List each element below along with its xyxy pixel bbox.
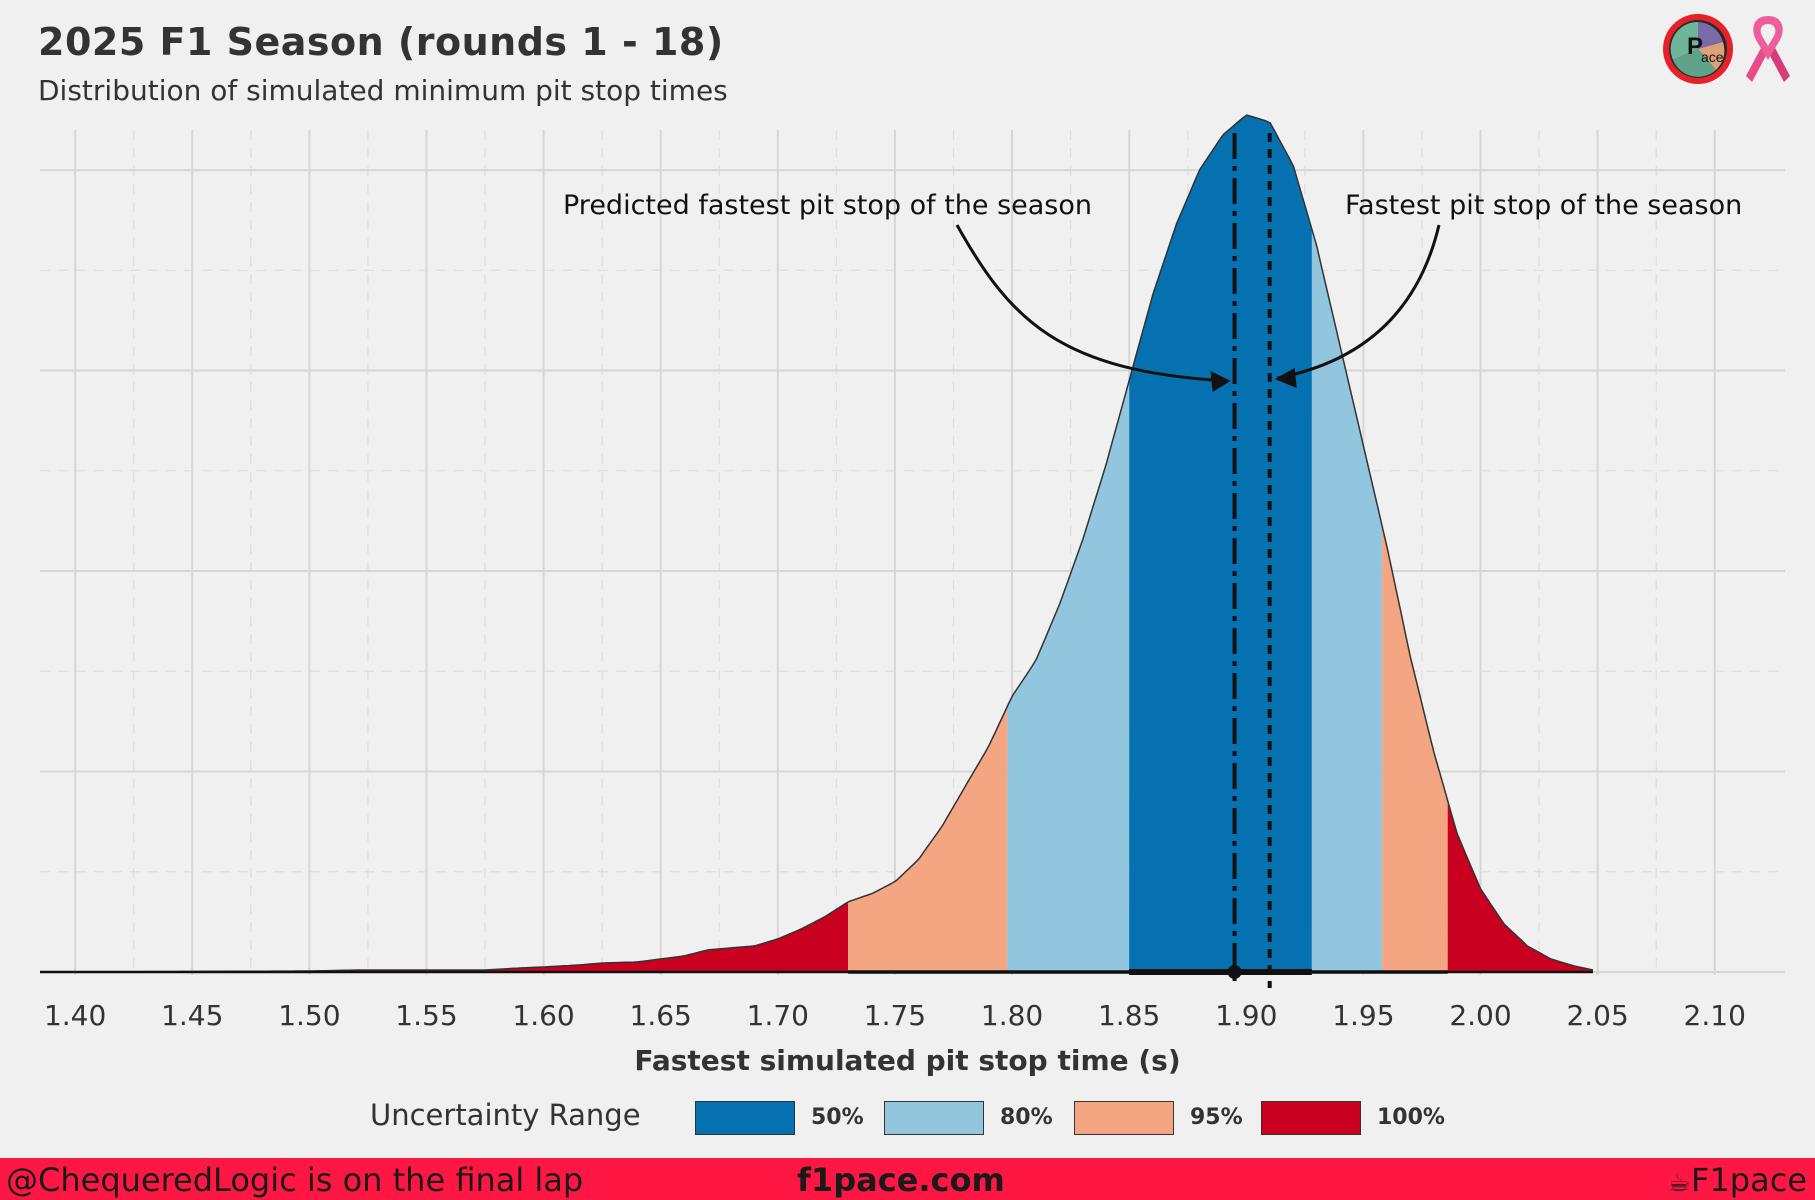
x-tick-label: 1.50: [278, 999, 340, 1032]
arrowhead-actual: [1274, 368, 1297, 388]
legend-label: 100%: [1377, 1105, 1445, 1130]
x-tick-label: 1.40: [44, 999, 106, 1032]
band-50pct: [1129, 114, 1312, 972]
footer-website[interactable]: f1pace.com: [797, 1161, 1005, 1199]
footer: @ChequeredLogic is on the final lap f1pa…: [0, 1158, 1815, 1200]
band-100pct: [40, 901, 849, 972]
legend-title: Uncertainty Range: [370, 1098, 641, 1132]
x-axis-title: Fastest simulated pit stop time (s): [634, 1044, 1181, 1077]
chart-title: 2025 F1 Season (rounds 1 - 18): [38, 20, 724, 64]
x-tick-label: 2.10: [1684, 999, 1746, 1032]
arrowhead-predicted: [1210, 371, 1231, 392]
x-tick-label: 2.05: [1566, 999, 1628, 1032]
ribbon-icon: [1746, 16, 1790, 82]
x-tick-label: 1.85: [1098, 999, 1160, 1032]
x-tick-label: 1.80: [981, 999, 1043, 1032]
coffee-icon: ☕: [1667, 1168, 1692, 1198]
point-estimate: [1227, 965, 1242, 979]
band-80pct: [1311, 229, 1383, 972]
band-80pct: [1007, 380, 1130, 973]
band-95pct: [1382, 525, 1448, 972]
legend-swatch: [695, 1101, 795, 1135]
footer-brand-label: F1pace: [1691, 1161, 1807, 1199]
arrow-predicted: [955, 224, 1229, 383]
x-tick-label: 1.75: [864, 999, 926, 1032]
x-tick-label: 1.70: [747, 999, 809, 1032]
predicted-annotation: Predicted fastest pit stop of the season: [563, 190, 1093, 221]
x-tick-label: 1.95: [1332, 999, 1394, 1032]
svg-text:P: P: [1687, 33, 1703, 60]
band-100pct: [1447, 800, 1593, 972]
legend-swatch: [1261, 1101, 1361, 1135]
x-tick-label: 1.60: [512, 999, 574, 1032]
x-tick-label: 1.90: [1215, 999, 1277, 1032]
pace-logo-icon: ace P: [1663, 14, 1733, 84]
legend-label: 95%: [1190, 1105, 1243, 1130]
x-tick-label: 1.55: [395, 999, 457, 1032]
legend-label: 50%: [811, 1105, 864, 1130]
legend-swatch: [1074, 1101, 1174, 1135]
actual-annotation: Fastest pit stop of the season: [1345, 190, 1743, 221]
chart-subtitle: Distribution of simulated minimum pit st…: [38, 74, 728, 107]
footer-brand: ☕F1pace: [1668, 1161, 1807, 1199]
pace-logo-text: ace: [1701, 49, 1724, 65]
x-tick-label: 1.45: [161, 999, 223, 1032]
legend-label: 80%: [1000, 1105, 1053, 1130]
arrow-actual: [1277, 224, 1441, 380]
footer-credit: @ChequeredLogic is on the final lap: [6, 1161, 584, 1199]
band-95pct: [848, 706, 1008, 972]
x-tick-label: 2.00: [1449, 999, 1511, 1032]
footer-bar: [0, 1158, 1815, 1200]
x-tick-label: 1.65: [630, 999, 692, 1032]
legend-swatch: [884, 1101, 984, 1135]
